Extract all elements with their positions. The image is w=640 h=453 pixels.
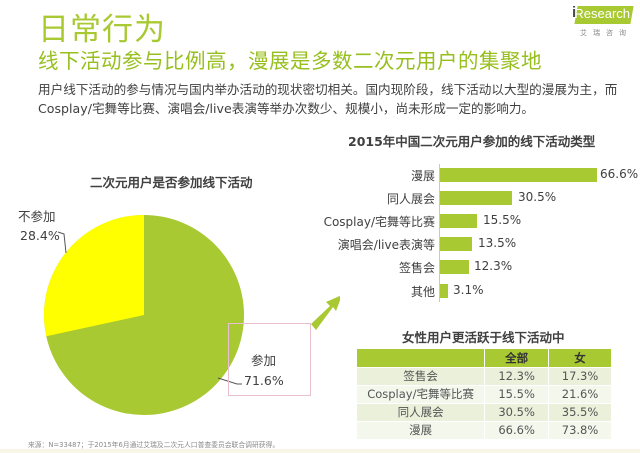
table-title: 女性用户更活跃于线下活动中 <box>402 330 565 345</box>
table-cell-female: 21.6% <box>548 384 612 403</box>
bar <box>440 191 512 205</box>
logo-mark: i <box>572 4 577 21</box>
table-cell-all: 30.5% <box>484 402 550 421</box>
bar-row: Cosplay/宅舞等比赛 15.5% <box>300 210 640 233</box>
pie-chart <box>44 215 340 415</box>
pie-chart-title: 二次元用户是否参加线下活动 <box>90 175 253 190</box>
iresearch-logo: Research i 艾瑞咨询 <box>570 4 634 42</box>
callout-box <box>228 323 311 396</box>
table-cell-all: 12.3% <box>484 366 550 385</box>
pie-slice-not-participate <box>44 215 144 337</box>
table-cell-female: 17.3% <box>548 366 612 385</box>
table-row: 同人展会 30.5% 35.5% <box>357 402 612 421</box>
bottom-band <box>0 449 640 453</box>
page-subtitle: 线下活动参与比例高，漫展是多数二次元用户的集聚地 <box>38 49 542 73</box>
bar-value: 30.5% <box>518 190 557 204</box>
table-header-cell: 女 <box>548 349 612 367</box>
source-note: 来源：N=33487；于2015年6月通过艾瑞及二次元人口普查委员会联合调研获得… <box>28 441 280 449</box>
table-row: 漫展 66.6% 73.8% <box>357 420 612 439</box>
pie-label-participate-name: 参加 <box>251 353 277 368</box>
bar-label: 同人展会 <box>386 192 435 206</box>
bar-row: 其他 3.1% <box>300 280 640 303</box>
table-cell-label: Cosplay/宅舞等比赛 <box>357 384 486 403</box>
bar <box>440 237 472 251</box>
logo-cn-text: 艾瑞咨询 <box>580 29 632 37</box>
bar-label: Cosplay/宅舞等比赛 <box>323 215 435 229</box>
arrow-icon <box>311 295 340 330</box>
bar-value: 15.5% <box>483 213 522 227</box>
comparison-table: 全部 女 签售会 12.3% 17.3% Cosplay/宅舞等比赛 15.5%… <box>357 349 612 439</box>
bar-label: 签售会 <box>398 261 435 275</box>
table-cell-label: 漫展 <box>357 420 486 439</box>
table-cell-female: 35.5% <box>548 402 612 421</box>
bar-label: 演唱会/live表演等 <box>337 238 435 252</box>
table-cell-label: 签售会 <box>357 366 486 385</box>
bar-chart-title: 2015年中国二次元用户参加的线下活动类型 <box>348 134 596 149</box>
table-header-cell <box>357 349 486 367</box>
page-title: 日常行为 <box>38 12 166 48</box>
bar <box>440 284 448 298</box>
bar <box>440 260 469 274</box>
bar-row: 同人展会 30.5% <box>300 187 640 210</box>
table-cell-label: 同人展会 <box>357 402 486 421</box>
bar-value: 66.6% <box>600 167 639 181</box>
bar-value: 13.5% <box>478 236 517 250</box>
description-text: 用户线下活动的参与情况与国内举办活动的现状密切相关。国内现阶段，线下活动以大型的… <box>38 82 618 116</box>
bar-row: 签售会 12.3% <box>300 256 640 279</box>
leader-line-not-participate <box>57 231 67 254</box>
bar-label: 其他 <box>410 285 435 299</box>
bar-value: 12.3% <box>474 259 513 273</box>
table-row: 签售会 12.3% 17.3% <box>357 366 612 385</box>
bar-value: 3.1% <box>453 283 484 297</box>
pie-label-not-participate-value: 28.4% <box>20 228 60 243</box>
bar <box>440 168 597 182</box>
pie-label-participate-value: 71.6% <box>244 373 284 388</box>
table-cell-female: 73.8% <box>548 420 612 439</box>
table-header-row: 全部 女 <box>357 349 612 367</box>
bar-row: 演唱会/live表演等 13.5% <box>300 233 640 256</box>
leader-line-participate <box>217 377 242 385</box>
table-row: Cosplay/宅舞等比赛 15.5% 21.6% <box>357 384 612 403</box>
bar-label: 漫展 <box>410 169 435 183</box>
table-header-cell: 全部 <box>484 349 550 367</box>
table-cell-all: 66.6% <box>484 420 550 439</box>
bar <box>440 214 477 228</box>
logo-text: Research <box>574 6 630 21</box>
bar-chart-axis <box>439 164 440 302</box>
pie-label-not-participate-name: 不参加 <box>18 209 56 224</box>
bar-row: 漫展 66.6% <box>300 164 640 187</box>
table-cell-all: 15.5% <box>484 384 550 403</box>
